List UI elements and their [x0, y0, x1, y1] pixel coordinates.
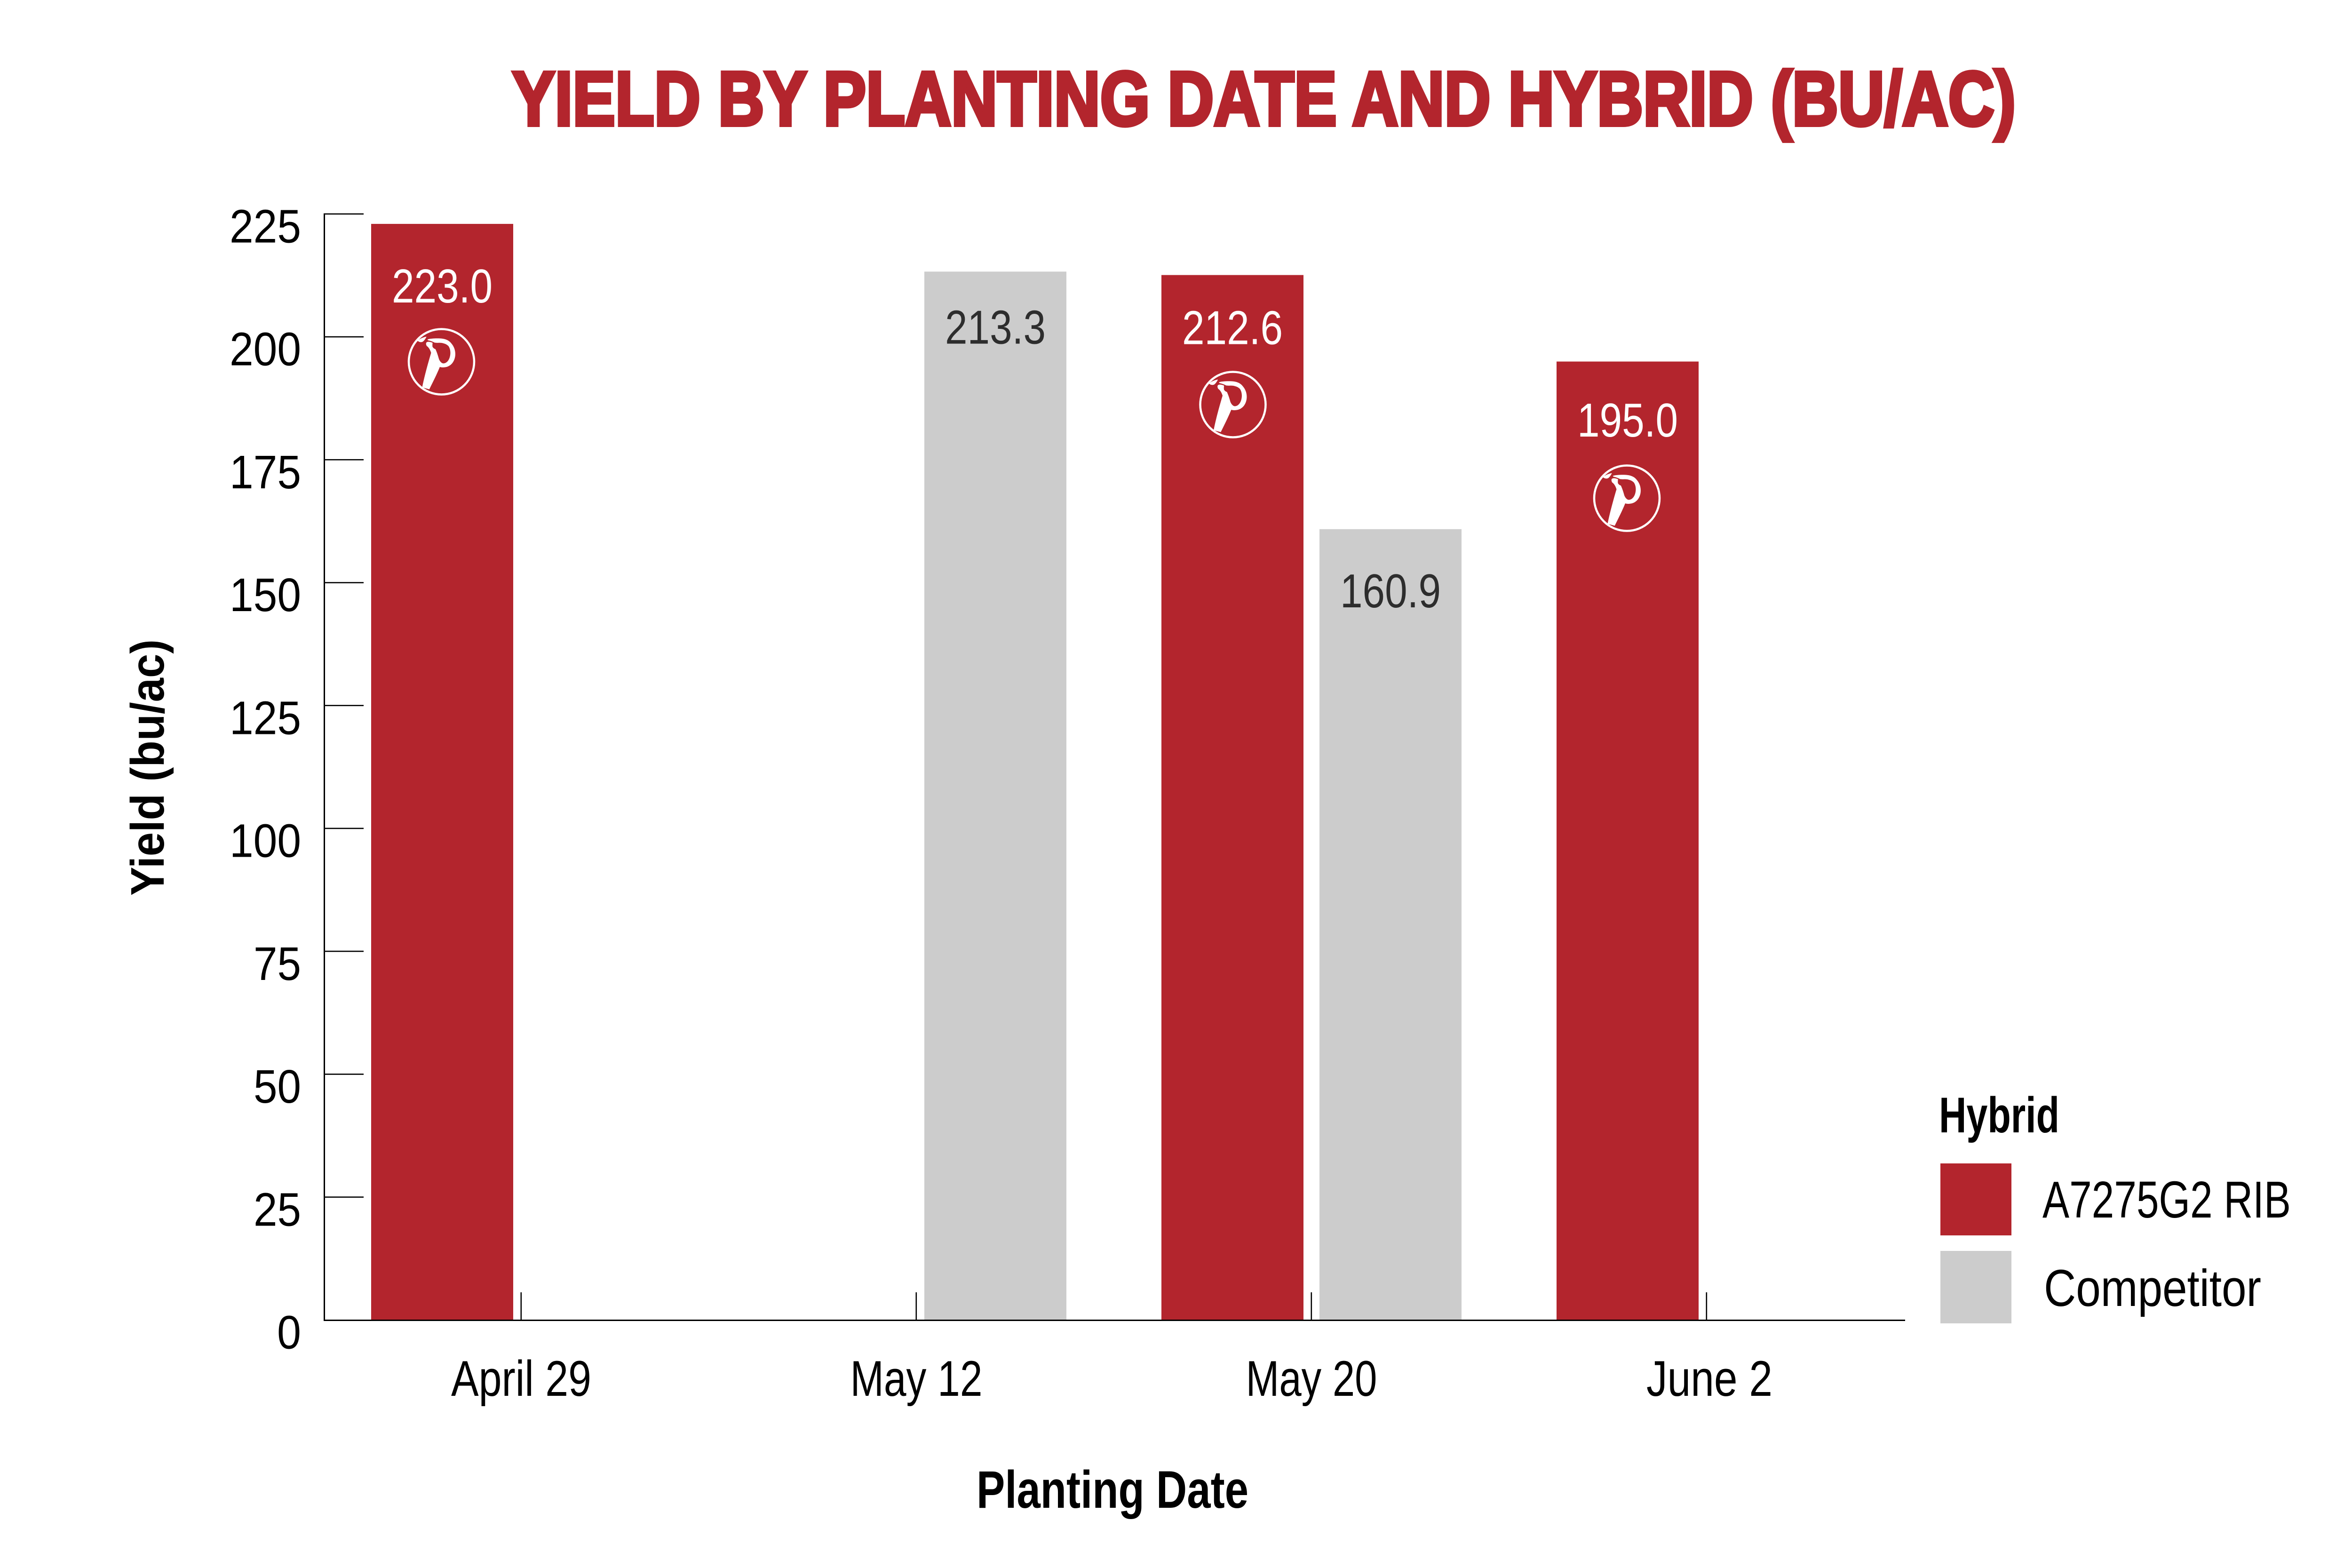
- svg-text:Planting Date: Planting Date: [977, 1460, 1248, 1519]
- svg-text:225: 225: [230, 200, 301, 253]
- svg-text:200: 200: [230, 323, 301, 376]
- svg-text:150: 150: [230, 569, 301, 621]
- svg-text:25: 25: [254, 1183, 301, 1236]
- svg-text:212.6: 212.6: [1182, 302, 1283, 355]
- svg-text:160.9: 160.9: [1340, 565, 1441, 618]
- svg-text:May 20: May 20: [1246, 1350, 1377, 1407]
- svg-text:June 2: June 2: [1646, 1350, 1772, 1407]
- svg-text:175: 175: [230, 446, 301, 499]
- svg-text:May 12: May 12: [850, 1350, 983, 1407]
- svg-text:213.3: 213.3: [945, 302, 1046, 354]
- svg-text:75: 75: [254, 938, 301, 990]
- svg-text:A7275G2 RIB: A7275G2 RIB: [2042, 1171, 2291, 1229]
- svg-text:125: 125: [230, 692, 301, 744]
- svg-text:100: 100: [230, 815, 301, 868]
- svg-text:Competitor: Competitor: [2044, 1259, 2261, 1317]
- svg-text:0: 0: [277, 1306, 301, 1359]
- svg-text:YIELD BY PLANTING DATE AND HYB: YIELD BY PLANTING DATE AND HYBRID (BU/AC…: [512, 56, 2016, 142]
- svg-text:223.0: 223.0: [392, 260, 493, 313]
- svg-text:195.0: 195.0: [1577, 394, 1678, 447]
- svg-text:Hybrid: Hybrid: [1939, 1087, 2059, 1143]
- svg-text:April 29: April 29: [451, 1350, 591, 1407]
- svg-text:50: 50: [254, 1060, 301, 1113]
- svg-text:Yield (bu/ac): Yield (bu/ac): [121, 639, 174, 896]
